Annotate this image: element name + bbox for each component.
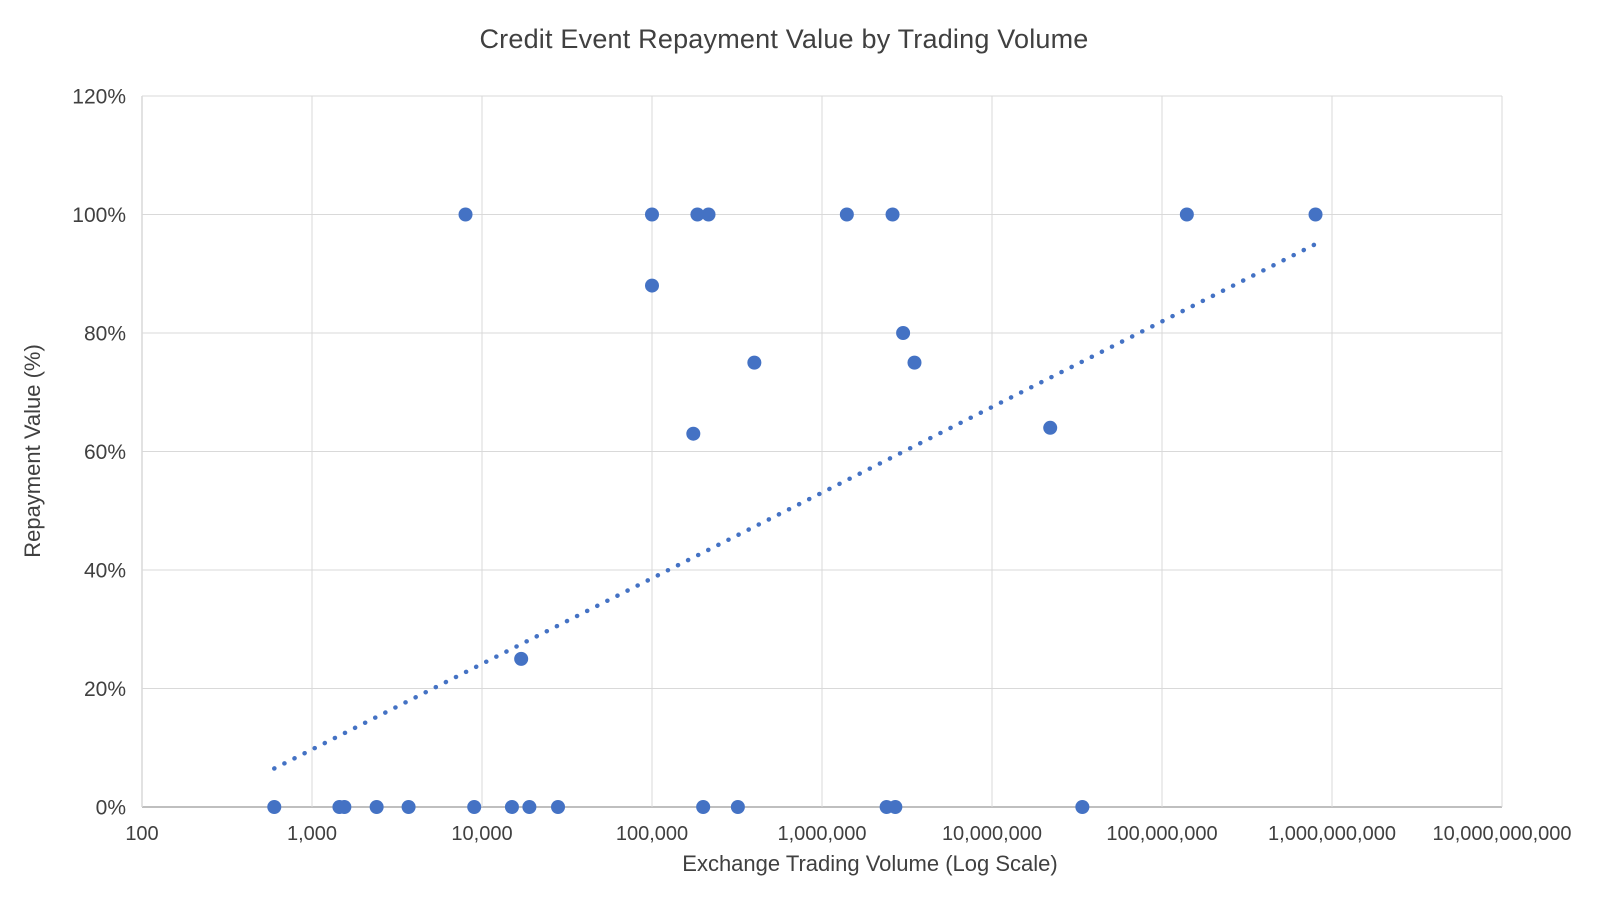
data-point <box>888 800 903 814</box>
x-tick-label: 1,000,000 <box>778 823 867 845</box>
data-point <box>458 207 473 222</box>
data-point <box>1179 207 1194 222</box>
y-tick-label: 40% <box>84 560 126 583</box>
x-tick-label: 100,000 <box>616 823 688 845</box>
x-tick-label: 10,000 <box>451 823 512 845</box>
x-tick-label: 1,000 <box>287 823 337 845</box>
x-tick-label: 10,000,000 <box>942 823 1042 845</box>
data-point <box>896 326 911 340</box>
data-point <box>885 207 900 222</box>
y-tick-label: 80% <box>84 323 126 346</box>
data-point <box>504 800 519 814</box>
data-point <box>686 426 701 441</box>
chart-title: Credit Event Repayment Value by Trading … <box>479 24 1089 54</box>
data-point <box>467 800 482 814</box>
data-point <box>1308 207 1323 222</box>
data-point <box>369 800 384 814</box>
data-point <box>839 207 854 222</box>
data-point <box>1043 420 1058 435</box>
data-point <box>701 207 716 222</box>
data-point <box>514 651 529 666</box>
x-axis-title: Exchange Trading Volume (Log Scale) <box>682 851 1058 876</box>
x-tick-label: 100,000,000 <box>1106 823 1217 845</box>
data-point <box>690 207 705 222</box>
data-point <box>907 355 922 370</box>
x-tick-label: 1,000,000,000 <box>1268 823 1396 845</box>
data-point <box>696 800 711 814</box>
data-point <box>747 355 762 370</box>
data-point <box>401 800 416 814</box>
data-point <box>267 800 282 814</box>
x-tick-label: 100 <box>125 823 158 845</box>
y-tick-label: 0% <box>96 797 126 820</box>
data-point <box>1075 800 1090 814</box>
y-tick-label: 20% <box>84 678 126 701</box>
data-point <box>645 207 659 222</box>
y-tick-label: 120% <box>72 86 126 109</box>
y-tick-label: 100% <box>72 204 126 227</box>
data-point <box>730 800 745 814</box>
data-point <box>645 278 659 293</box>
y-tick-label: 60% <box>84 441 126 464</box>
data-point <box>522 800 537 814</box>
data-point <box>551 800 566 814</box>
trendline <box>272 241 1318 771</box>
data-point <box>337 800 352 814</box>
x-tick-label: 10,000,000,000 <box>1432 823 1571 845</box>
